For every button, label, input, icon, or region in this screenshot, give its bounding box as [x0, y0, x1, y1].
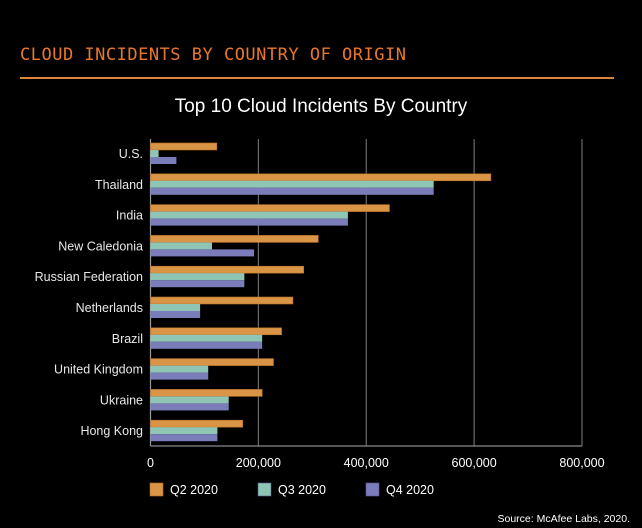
bar-q3-2020 [150, 242, 212, 250]
bar-q4-2020 [150, 249, 255, 257]
bar-q4-2020 [150, 403, 229, 411]
bar-q4-2020 [150, 187, 434, 195]
bar-q4-2020 [150, 372, 209, 380]
legend-swatch [365, 482, 380, 497]
category-label: United Kingdom [54, 363, 143, 377]
legend-swatch [149, 482, 164, 497]
legend: Q2 2020 Q3 2020 Q4 2020 [149, 482, 434, 497]
bar-q3-2020 [150, 427, 218, 435]
x-tick-label: 200,000 [236, 456, 281, 470]
category-label: Russian Federation [35, 270, 143, 284]
category-label: Brazil [112, 332, 143, 346]
bar-q2-2020 [150, 265, 304, 274]
legend-label: Q3 2020 [278, 483, 326, 497]
bar-q3-2020 [150, 365, 209, 373]
bar-q3-2020 [150, 396, 229, 404]
category-label: Thailand [95, 178, 143, 192]
x-tick-labels: 0 200,000 400,000 600,000 800,000 [147, 456, 605, 470]
category-label: Netherlands [76, 301, 143, 315]
category-label: Hong Kong [80, 424, 143, 438]
category-label: India [116, 209, 143, 223]
bars [150, 142, 492, 442]
bar-q4-2020 [150, 434, 218, 442]
bar-q3-2020 [150, 180, 434, 188]
bar-q2-2020 [150, 358, 274, 366]
category-label: New Caledonia [58, 239, 143, 253]
bar-q2-2020 [150, 204, 390, 212]
bar-q2-2020 [150, 173, 492, 182]
x-tick-label: 400,000 [344, 456, 389, 470]
bar-q2-2020 [150, 389, 263, 397]
source-note: Source: McAfee Labs, 2020. [497, 513, 631, 525]
bar-q3-2020 [150, 334, 263, 342]
section-title: CLOUD INCIDENTS BY COUNTRY OF ORIGIN [20, 45, 407, 65]
legend-label: Q2 2020 [170, 483, 218, 497]
bar-q2-2020 [150, 419, 244, 428]
bar-q2-2020 [150, 327, 282, 336]
category-label: U.S. [119, 147, 143, 161]
header-divider [20, 77, 614, 79]
category-label: Ukraine [100, 393, 143, 407]
bar-q3-2020 [150, 211, 348, 219]
x-tick-label: 0 [147, 456, 154, 470]
bar-q4-2020 [150, 157, 177, 164]
bar-q3-2020 [150, 304, 201, 311]
bar-q2-2020 [150, 142, 218, 151]
bar-q4-2020 [150, 280, 245, 288]
bar-q4-2020 [150, 311, 201, 318]
bar-q4-2020 [150, 341, 263, 349]
bar-q3-2020 [150, 273, 245, 281]
bar-q2-2020 [150, 235, 319, 243]
chart-title: Top 10 Cloud Incidents By Country [174, 96, 468, 117]
legend-swatch [257, 482, 272, 497]
bar-q4-2020 [150, 218, 348, 226]
x-tick-label: 800,000 [559, 456, 604, 470]
x-tick-label: 600,000 [452, 456, 497, 470]
category-labels: U.S. Thailand India New Caledonia Russian Fe… [35, 147, 143, 438]
legend-label: Q4 2020 [386, 483, 434, 497]
bar-q2-2020 [150, 296, 294, 305]
bar-q3-2020 [150, 150, 159, 157]
